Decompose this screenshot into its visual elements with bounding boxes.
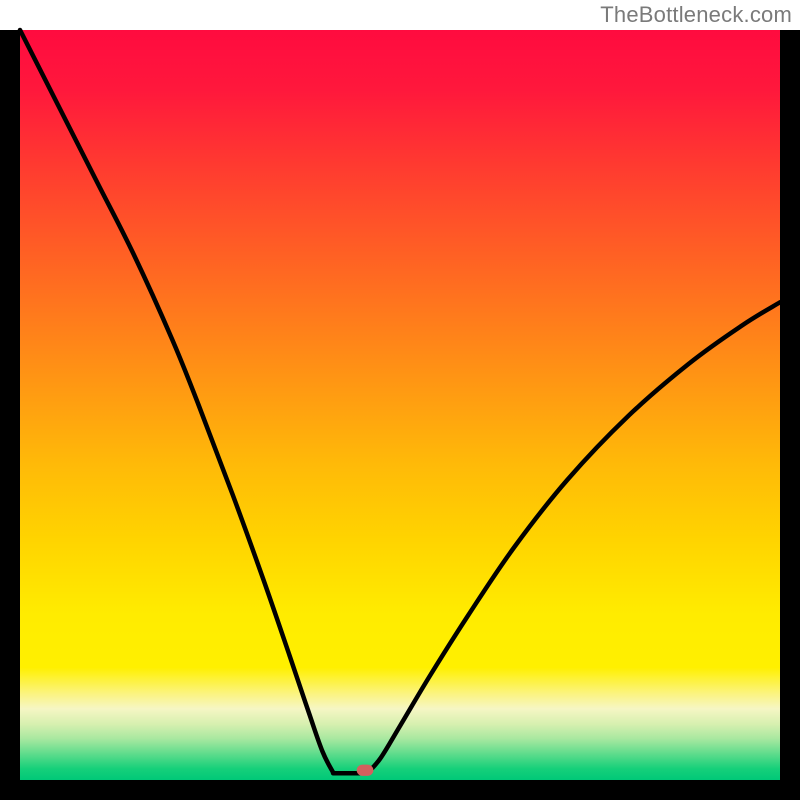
optimal-point-marker (357, 765, 374, 776)
bottleneck-chart-svg (0, 0, 800, 800)
plot-background (20, 30, 780, 780)
chart-container: TheBottleneck.com (0, 0, 800, 800)
watermark-label: TheBottleneck.com (600, 2, 792, 28)
